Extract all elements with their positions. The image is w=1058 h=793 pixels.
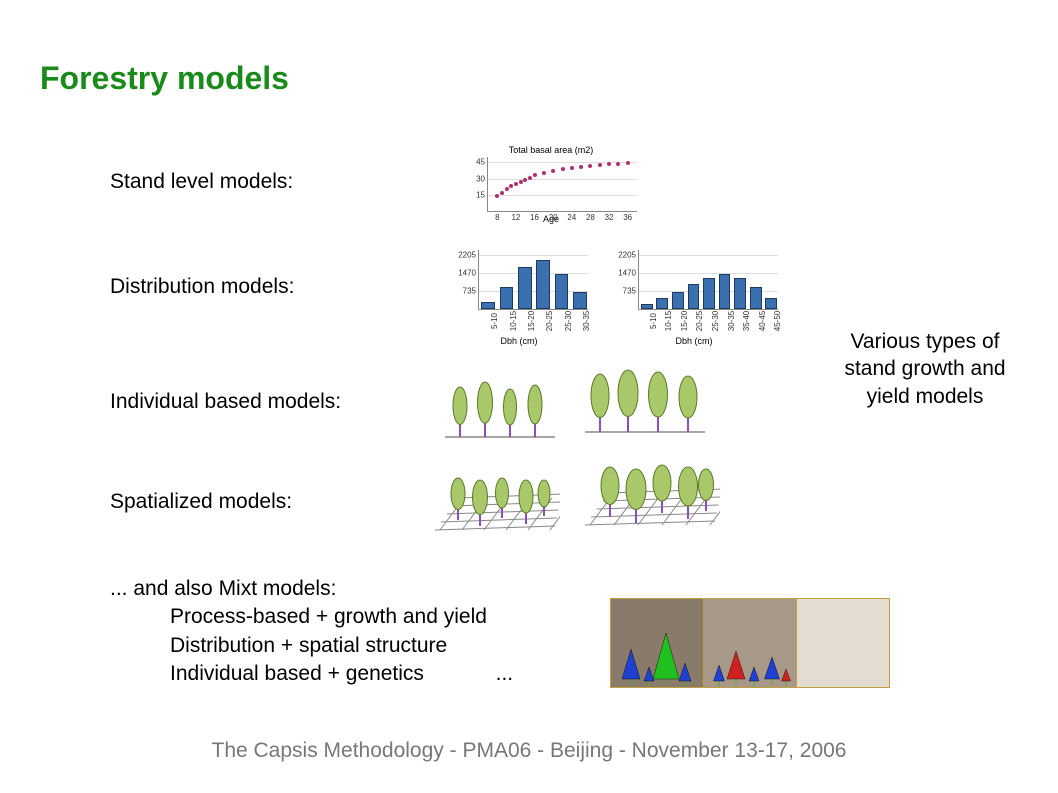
dist-chart-a-plot: 735147022055-1010-1515-2020-2525-3030-35	[478, 250, 588, 310]
label-distribution: Distribution models:	[110, 275, 294, 299]
mixt-heading: ... and also Mixt models:	[110, 575, 513, 603]
footer: The Capsis Methodology - PMA06 - Beijing…	[0, 739, 1058, 763]
dist-chart-a-xlabel: Dbh (cm)	[450, 336, 588, 346]
stand-chart-title: Total basal area (m2)	[465, 145, 637, 155]
side-line3: yield models	[830, 383, 1020, 410]
ind-scene-b	[580, 360, 710, 440]
page-title: Forestry models	[40, 60, 289, 97]
dist-chart-b-plot: 735147022055-1010-1515-2020-2525-3030-35…	[638, 250, 778, 310]
dist-chart-a: 735147022055-1010-1515-2020-2525-3030-35…	[450, 250, 588, 346]
side-note: Various types of stand growth and yield …	[830, 328, 1020, 410]
stand-chart-plot: 153045812162024283236	[487, 157, 637, 212]
label-stand: Stand level models:	[110, 170, 293, 194]
mixt-line2: Distribution + spatial structure	[110, 632, 513, 660]
ind-scene-a	[440, 365, 560, 445]
mixt-panel	[610, 598, 890, 688]
label-individual: Individual based models:	[110, 390, 341, 414]
mixt-line1: Process-based + growth and yield	[110, 603, 513, 631]
mixt-block: ... and also Mixt models: Process-based …	[110, 575, 513, 688]
side-line1: Various types of	[830, 328, 1020, 355]
label-spatial: Spatialized models:	[110, 490, 292, 514]
mixt-line3: Individual based + genetics ...	[110, 660, 513, 688]
dist-chart-b: 735147022055-1010-1515-2020-2525-3030-35…	[610, 250, 778, 346]
spa-scene-a	[430, 460, 560, 545]
stand-chart: Total basal area (m2) 153045812162024283…	[465, 145, 637, 224]
spa-scene-b	[580, 455, 720, 540]
side-line2: stand growth and	[830, 355, 1020, 382]
dist-chart-b-xlabel: Dbh (cm)	[610, 336, 778, 346]
